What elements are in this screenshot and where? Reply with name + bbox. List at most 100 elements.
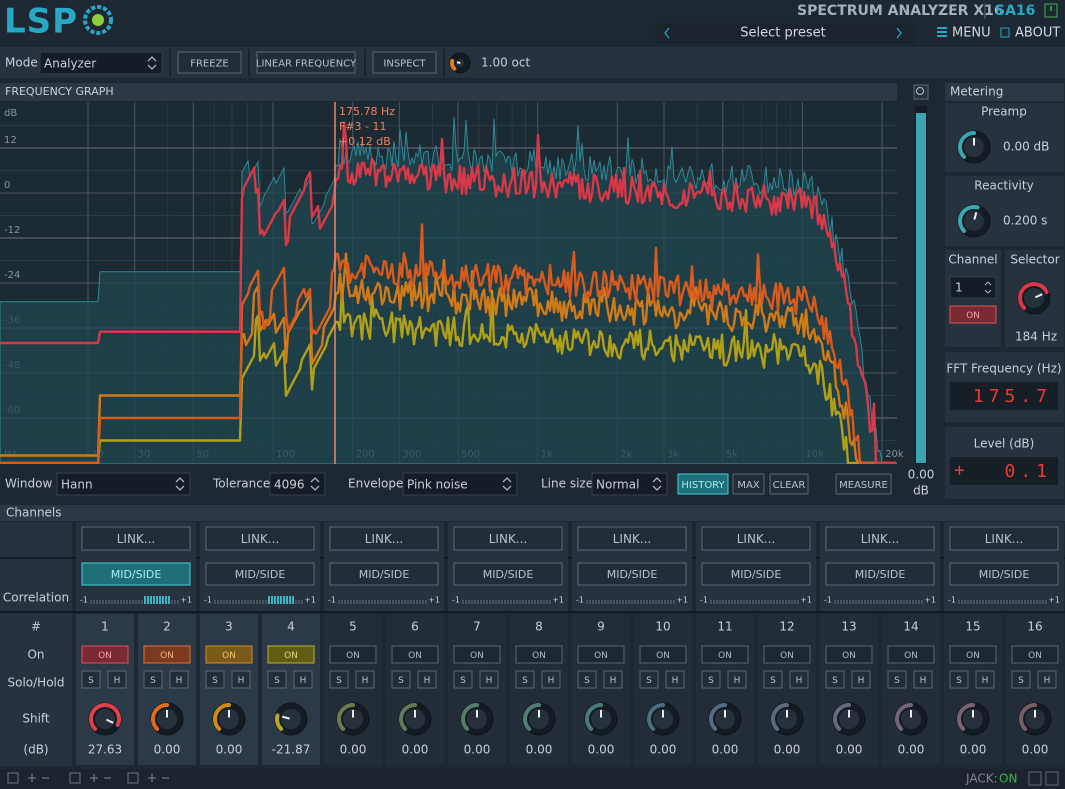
level-meter-bar [916,113,926,463]
correlation-segment [389,600,391,604]
correlation-segment [770,600,772,604]
solo-button-label: S [708,676,714,686]
measure-button-label: MEASURE [839,480,888,491]
correlation-segment [549,600,551,604]
correlation-min: -1 [824,596,832,605]
correlation-segment [156,596,158,604]
shift-value: 0.00 [650,743,677,757]
inspect-button-label: INSPECT [383,59,426,70]
correlation-segment [171,600,173,604]
mid-side-button-label: MID/SIDE [235,568,286,581]
correlation-segment [338,600,340,604]
channel-number: 2 [163,620,171,634]
hold-button-label: H [424,676,431,686]
correlation-segment [592,600,594,604]
correlation-segment [174,600,176,604]
link-button-label: LINK... [117,532,156,546]
mid-side-button-label: MID/SIDE [359,568,410,581]
correlation-segment [153,596,155,604]
jack-status: ON [999,772,1017,786]
correlation-segment [661,600,663,604]
correlation-segment [1003,600,1005,604]
hold-button-label: H [920,676,927,686]
correlation-segment [713,600,715,604]
correlation-segment [477,600,479,604]
correlation-segment [900,600,902,604]
row-label: Correlation [3,591,69,605]
reactivity-label: Reactivity [974,179,1033,193]
correlation-segment [658,600,660,604]
correlation-segment [794,600,796,604]
correlation-min: -1 [700,596,708,605]
correlation-segment [483,600,485,604]
fft-value: 175.7 [973,386,1052,407]
shift-value: 0.00 [402,743,429,757]
preamp-label: Preamp [981,105,1027,119]
mode-label: Mode [5,56,38,70]
correlation-segment [516,600,518,604]
app-code: SA16 [995,3,1035,19]
zoom-button[interactable] [914,85,928,99]
correlation-max: +1 [304,596,316,605]
hold-button-label: H [858,676,865,686]
correlation-segment [891,600,893,604]
correlation-segment [791,600,793,604]
row-label: (dB) [23,743,48,757]
correlation-segment [480,600,482,604]
correlation-segment [864,600,866,604]
selector-label: Selector [1010,253,1059,267]
correlation-segment [386,600,388,604]
linear-frequency-button-label: LINEAR FREQUENCY [256,59,357,70]
correlation-segment [997,600,999,604]
history-button-label: HISTORY [681,480,725,491]
hold-button-label: H [176,676,183,686]
max-button-label: MAX [737,480,759,491]
channel-number: 14 [903,620,918,634]
correlation-segment [359,600,361,604]
shift-value: 0.00 [836,743,863,757]
correlation-segment [292,596,294,604]
correlation-segment [543,600,545,604]
correlation-segment [422,600,424,604]
solo-button-label: S [956,676,962,686]
correlation-segment [876,600,878,604]
correlation-segment [1012,600,1014,604]
channel-on-button-label: ON [966,311,980,321]
correlation-segment [507,600,509,604]
correlation-max: +1 [800,596,812,605]
hold-button-label: H [548,676,555,686]
correlation-segment [374,600,376,604]
inspect-range-knob-pointer [457,62,460,63]
correlation-segment [625,600,627,604]
correlation-min: -1 [948,596,956,605]
correlation-segment [235,600,237,604]
correlation-segment [761,600,763,604]
correlation-segment [341,600,343,604]
row-label: # [31,620,41,634]
correlation-segment [1030,600,1032,604]
correlation-segment [776,600,778,604]
correlation-segment [788,600,790,604]
shift-value: 0.00 [774,743,801,757]
correlation-segment [628,600,630,604]
correlation-segment [837,600,839,604]
correlation-segment [589,600,591,604]
hold-button-label: H [610,676,617,686]
window-select-value: Hann [61,478,93,492]
correlation-segment [465,600,467,604]
correlation-segment [513,600,515,604]
correlation-segment [722,600,724,604]
correlation-segment [356,600,358,604]
mid-side-button-label: MID/SIDE [731,568,782,581]
correlation-segment [165,596,167,604]
correlation-segment [168,596,170,604]
correlation-segment [371,600,373,604]
correlation-segment [522,600,524,604]
fft-label: FFT Frequency (Hz) [946,362,1061,376]
correlation-segment [867,600,869,604]
reactivity-knob-cap [964,211,984,231]
channel-number: 7 [473,620,481,634]
correlation-segment [531,600,533,604]
hold-button-label: H [1044,676,1051,686]
correlation-segment [301,600,303,604]
